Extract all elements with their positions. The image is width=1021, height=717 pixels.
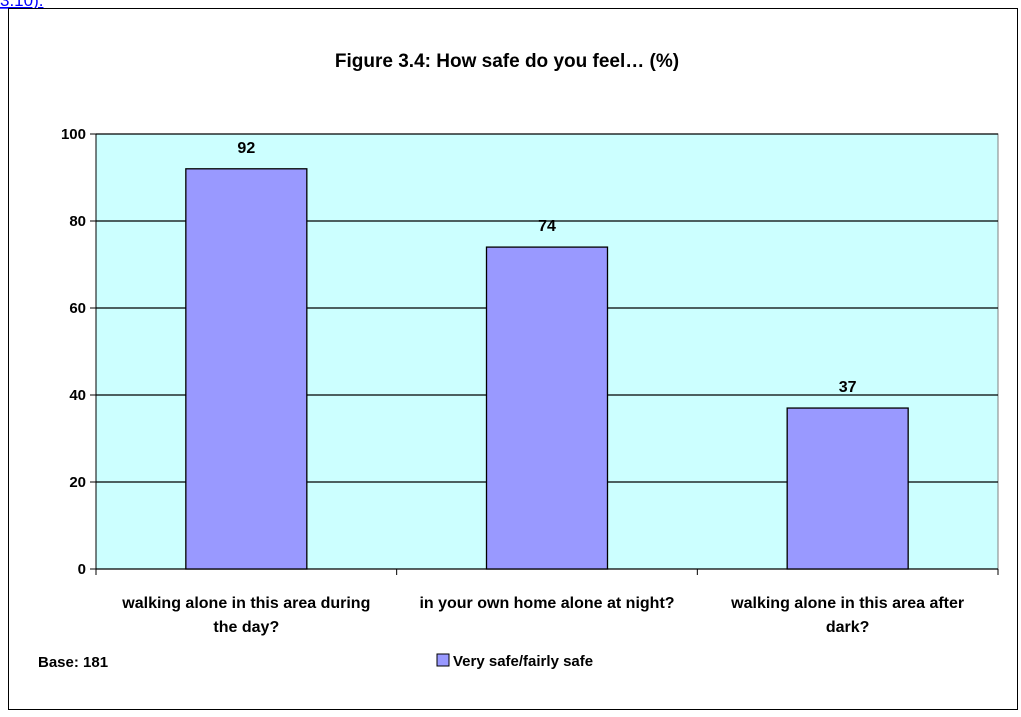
x-tick-label: walking alone in this area after dark?: [730, 595, 964, 636]
note-link: 3.10).: [0, 0, 43, 10]
y-tick-label: 60: [69, 300, 86, 317]
x-tick-label-line: the day?: [213, 619, 279, 636]
x-tick-label-line: walking alone in this area during: [121, 595, 370, 612]
x-tick-label: walking alone in this area during the day…: [121, 595, 370, 636]
y-tick-label: 0: [78, 561, 86, 578]
chart-title: Figure 3.4: How safe do you feel… (%): [335, 51, 679, 72]
x-tick-label-line: in your own home alone at night?: [419, 595, 674, 612]
value-label: 74: [538, 218, 556, 235]
bar: [485, 246, 609, 570]
footnote: Base: 181: [38, 654, 108, 671]
x-tick-label: in your own home alone at night?: [419, 595, 674, 612]
bar: [786, 407, 909, 570]
y-tick-label: 20: [69, 474, 86, 491]
x-tick-label-line: dark?: [826, 619, 870, 636]
value-label: 37: [839, 379, 857, 396]
legend-label: Very safe/fairly safe: [453, 653, 593, 670]
x-tick-label-line: walking alone in this area after: [730, 595, 964, 612]
bar: [185, 168, 308, 570]
y-tick-label: 80: [69, 213, 86, 230]
y-tick-label: 40: [69, 387, 86, 404]
legend-swatch: [436, 653, 450, 667]
y-tick-label: 100: [61, 126, 86, 143]
value-label: 92: [237, 140, 255, 157]
